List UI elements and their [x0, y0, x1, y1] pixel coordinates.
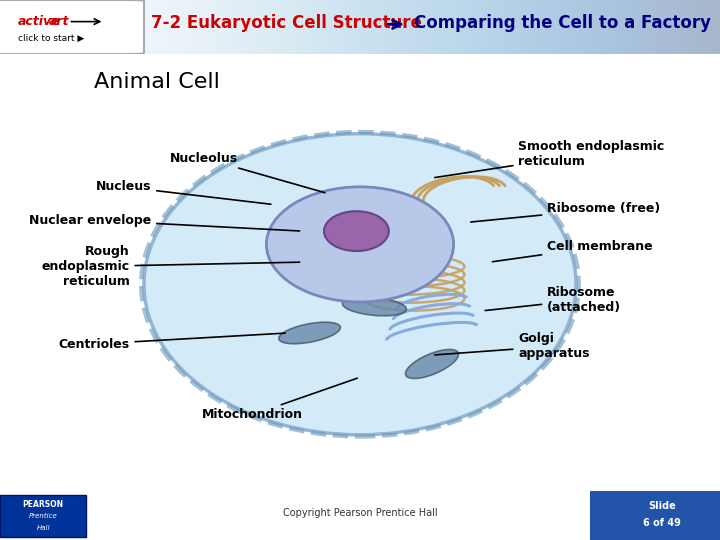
Text: Ribosome (free): Ribosome (free): [471, 202, 660, 222]
Text: Nuclear envelope: Nuclear envelope: [29, 213, 300, 231]
Text: Animal Cell: Animal Cell: [94, 72, 220, 92]
Text: Mitochondrion: Mitochondrion: [202, 378, 357, 421]
Text: Cell membrane: Cell membrane: [492, 240, 653, 262]
Text: 6 of 49: 6 of 49: [643, 518, 680, 528]
Ellipse shape: [266, 187, 454, 302]
Text: Centrioles: Centrioles: [58, 333, 285, 350]
FancyBboxPatch shape: [0, 0, 144, 54]
Ellipse shape: [324, 211, 389, 251]
Text: Ribosome
(attached): Ribosome (attached): [485, 286, 621, 314]
Ellipse shape: [343, 297, 406, 316]
Text: click to start ▶: click to start ▶: [18, 33, 84, 43]
Text: 7-2 Eukaryotic Cell Structure: 7-2 Eukaryotic Cell Structure: [151, 14, 422, 31]
Text: Rough
endoplasmic
reticulum: Rough endoplasmic reticulum: [42, 245, 300, 288]
Text: Golgi
apparatus: Golgi apparatus: [435, 332, 590, 360]
Text: Slide: Slide: [648, 501, 675, 511]
Text: art: art: [49, 15, 69, 28]
Ellipse shape: [279, 322, 341, 344]
Ellipse shape: [405, 349, 459, 379]
Text: Comparing the Cell to a Factory: Comparing the Cell to a Factory: [414, 14, 711, 31]
Text: Nucleolus: Nucleolus: [169, 152, 325, 193]
FancyBboxPatch shape: [0, 495, 86, 537]
Text: Nucleus: Nucleus: [96, 180, 271, 204]
Text: active: active: [18, 15, 60, 28]
Ellipse shape: [144, 134, 576, 435]
Text: Prentice: Prentice: [29, 513, 58, 519]
Text: PEARSON: PEARSON: [22, 500, 64, 509]
Text: Smooth endoplasmic
reticulum: Smooth endoplasmic reticulum: [435, 140, 665, 178]
Text: Hall: Hall: [37, 525, 50, 531]
FancyBboxPatch shape: [552, 477, 720, 540]
Text: Copyright Pearson Prentice Hall: Copyright Pearson Prentice Hall: [283, 508, 437, 518]
